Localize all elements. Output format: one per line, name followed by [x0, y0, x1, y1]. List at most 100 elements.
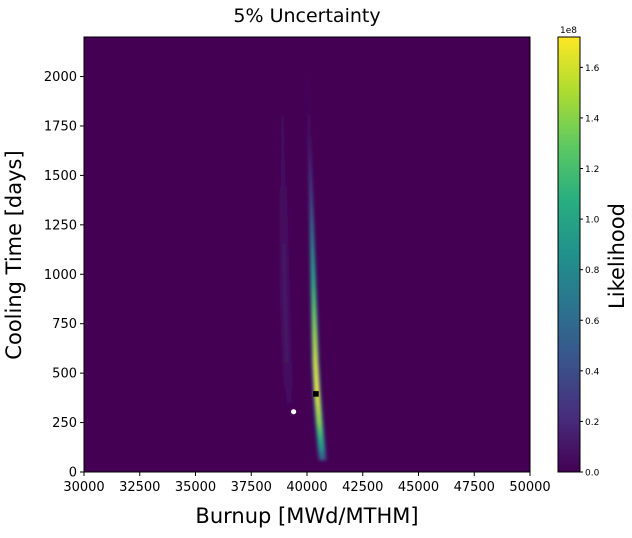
heat-cell: [281, 220, 286, 227]
heat-cell: [281, 226, 287, 233]
heat-cell: [282, 288, 288, 295]
heat-cell: [309, 152, 311, 158]
heat-cell: [311, 246, 314, 251]
heat-cell: [285, 385, 291, 390]
heat-cell: [312, 292, 316, 298]
heat-cell: [312, 305, 316, 310]
heat-cell: [309, 148, 311, 154]
heat-cell: [308, 114, 310, 120]
heat-cell: [313, 349, 317, 354]
heat-cell: [310, 237, 314, 243]
heat-cell: [316, 409, 321, 413]
heat-cell: [281, 179, 286, 188]
heat-cell: [286, 391, 291, 395]
heat-cell: [308, 110, 310, 116]
heat-cell: [312, 320, 317, 325]
heat-cell: [281, 172, 286, 181]
heat-cell: [285, 371, 290, 375]
y-tick-label: 2000: [44, 70, 77, 85]
heat-cell: [281, 151, 285, 159]
heat-cell: [318, 433, 323, 436]
heat-cell: [317, 420, 322, 423]
white-dot-marker: [291, 409, 297, 415]
heat-cell: [310, 199, 313, 205]
heat-cell: [314, 375, 319, 379]
heat-cell: [284, 363, 290, 367]
heat-cell: [308, 123, 310, 128]
heat-cell: [284, 366, 290, 370]
colorbar-tick-label: 0.2: [585, 418, 599, 428]
heat-cell: [281, 158, 285, 166]
heat-cell: [312, 309, 316, 315]
heat-cell: [281, 214, 286, 222]
heat-cell: [307, 76, 309, 82]
heat-cell: [315, 399, 320, 402]
heat-cell: [315, 403, 320, 407]
heat-cell: [319, 449, 324, 451]
heat-cell: [318, 440, 324, 444]
heat-cell: [281, 243, 287, 250]
heat-cell: [317, 428, 322, 431]
heatmap-layer: [279, 76, 327, 461]
heat-cell: [314, 382, 319, 385]
heat-cell: [285, 377, 291, 381]
heat-cell: [284, 358, 290, 364]
colorbar-tick-label: 1.0: [585, 216, 600, 226]
heat-cell: [316, 411, 321, 415]
heat-cell: [283, 318, 289, 325]
heat-cell: [281, 193, 286, 202]
heat-cell: [282, 282, 288, 289]
heat-cell: [311, 271, 315, 277]
heat-cell: [308, 140, 311, 145]
heat-cell: [314, 373, 318, 377]
heat-cell: [311, 267, 315, 272]
heat-cell: [314, 378, 319, 381]
heat-cell: [314, 388, 319, 392]
heat-cell: [311, 275, 315, 281]
heat-cell: [285, 374, 291, 378]
y-axis-label: Cooling Time [days]: [2, 150, 26, 359]
heat-cell: [319, 452, 325, 454]
heat-cell: [310, 229, 314, 234]
heat-cell: [311, 241, 314, 247]
x-tick-label: 50000: [509, 480, 550, 495]
heat-cell: [319, 448, 324, 450]
heat-cell: [282, 303, 288, 310]
heat-cell: [312, 324, 317, 329]
heat-cell: [308, 118, 310, 124]
heat-cell: [308, 135, 310, 141]
heat-cell: [313, 369, 318, 373]
heat-cell: [311, 288, 316, 294]
heat-cell: [309, 178, 312, 183]
heat-cell: [310, 220, 313, 226]
heat-cell: [282, 294, 288, 300]
heat-cell: [319, 450, 324, 453]
heat-cell: [281, 254, 287, 261]
heat-cell: [285, 383, 291, 387]
heat-cell: [310, 224, 314, 230]
x-tick-label: 32500: [119, 480, 160, 495]
heat-cell: [312, 313, 316, 318]
heat-cell: [308, 131, 310, 137]
heat-cell: [307, 89, 309, 94]
heat-cell: [284, 353, 290, 359]
heat-cell: [309, 173, 312, 179]
heat-cell: [314, 386, 319, 390]
heat-cell: [314, 384, 319, 387]
heat-cell: [316, 407, 321, 411]
heat-cell: [315, 397, 320, 400]
x-axis-label: Burnup [MWd/MTHM]: [195, 504, 418, 528]
heat-cell: [316, 414, 321, 417]
heat-cell: [310, 216, 313, 222]
black-square-marker: [313, 391, 319, 397]
colorbar-tick-label: 0.6: [585, 317, 600, 327]
heat-cell: [311, 284, 315, 289]
heat-cell: [313, 342, 317, 346]
heat-cell: [320, 455, 325, 457]
heat-cell: [282, 277, 287, 284]
heat-cell: [318, 442, 324, 446]
heat-cell: [307, 85, 309, 90]
heat-cell: [283, 328, 289, 334]
heat-cell: [308, 101, 310, 107]
